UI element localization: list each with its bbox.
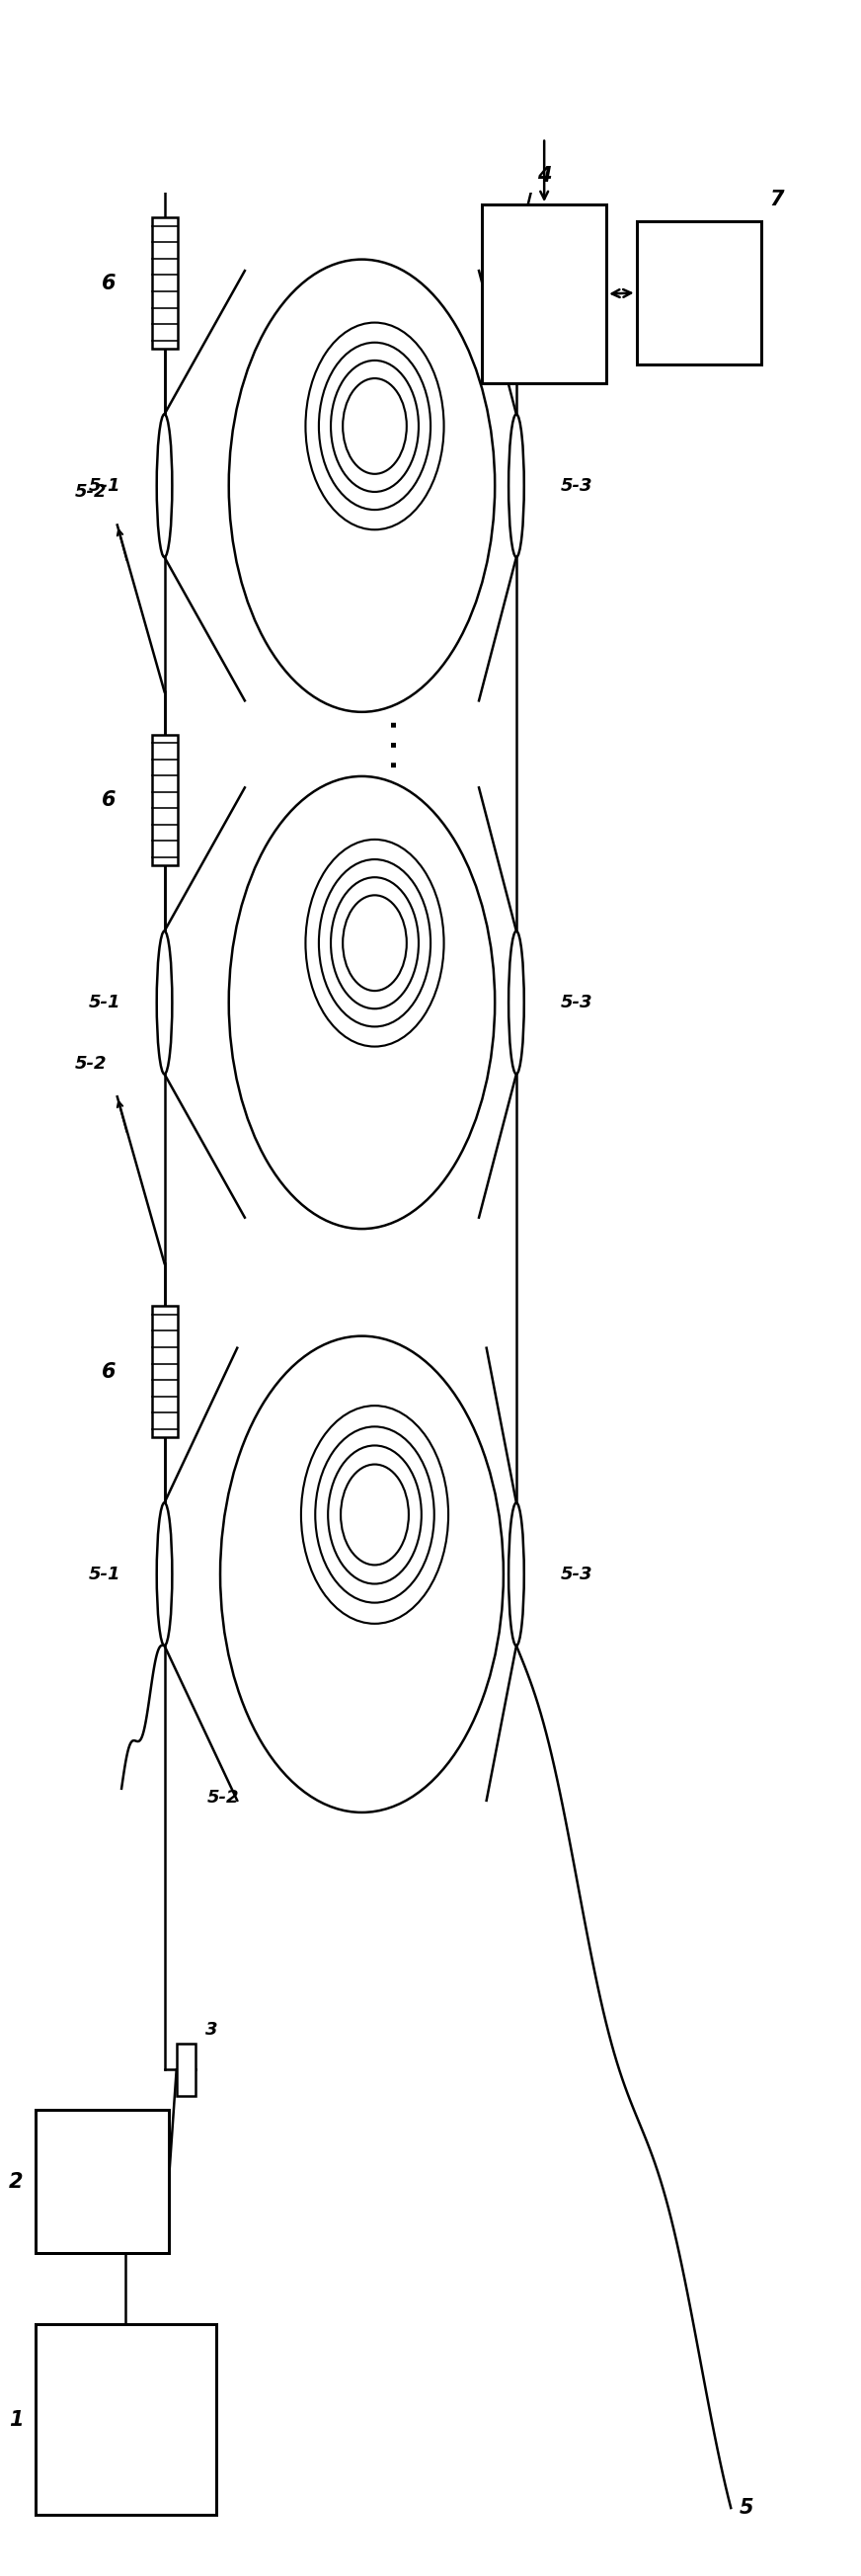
Ellipse shape <box>157 930 172 1074</box>
Text: 2: 2 <box>9 2172 23 2192</box>
Text: 6: 6 <box>102 791 116 809</box>
Text: 5-3: 5-3 <box>561 1566 592 1584</box>
Text: 5-2: 5-2 <box>75 1056 107 1072</box>
Text: 3: 3 <box>206 2022 218 2038</box>
Text: 7: 7 <box>770 191 784 209</box>
Bar <box>482 204 606 384</box>
Bar <box>636 222 761 363</box>
Bar <box>152 734 177 866</box>
Bar <box>152 1306 177 1437</box>
Bar <box>35 2110 169 2254</box>
Text: 5-2: 5-2 <box>208 1788 239 1806</box>
Text: 5-1: 5-1 <box>89 477 121 495</box>
Text: 5-3: 5-3 <box>561 477 592 495</box>
Text: · · ·: · · · <box>382 719 410 770</box>
Text: 5-1: 5-1 <box>89 994 121 1012</box>
Ellipse shape <box>509 930 524 1074</box>
Bar <box>35 2324 216 2514</box>
Text: 6: 6 <box>102 1363 116 1381</box>
Text: 1: 1 <box>9 2411 23 2429</box>
Text: 5: 5 <box>740 2499 753 2517</box>
Text: 5-3: 5-3 <box>561 994 592 1012</box>
Text: 5-2: 5-2 <box>75 484 107 502</box>
Text: 6: 6 <box>102 273 116 294</box>
Ellipse shape <box>509 1502 524 1646</box>
Text: 5-1: 5-1 <box>89 1566 121 1584</box>
Ellipse shape <box>157 415 172 556</box>
Ellipse shape <box>157 1502 172 1646</box>
Bar <box>152 219 177 348</box>
Bar <box>177 2043 195 2097</box>
Ellipse shape <box>509 415 524 556</box>
Text: 4: 4 <box>537 165 551 185</box>
